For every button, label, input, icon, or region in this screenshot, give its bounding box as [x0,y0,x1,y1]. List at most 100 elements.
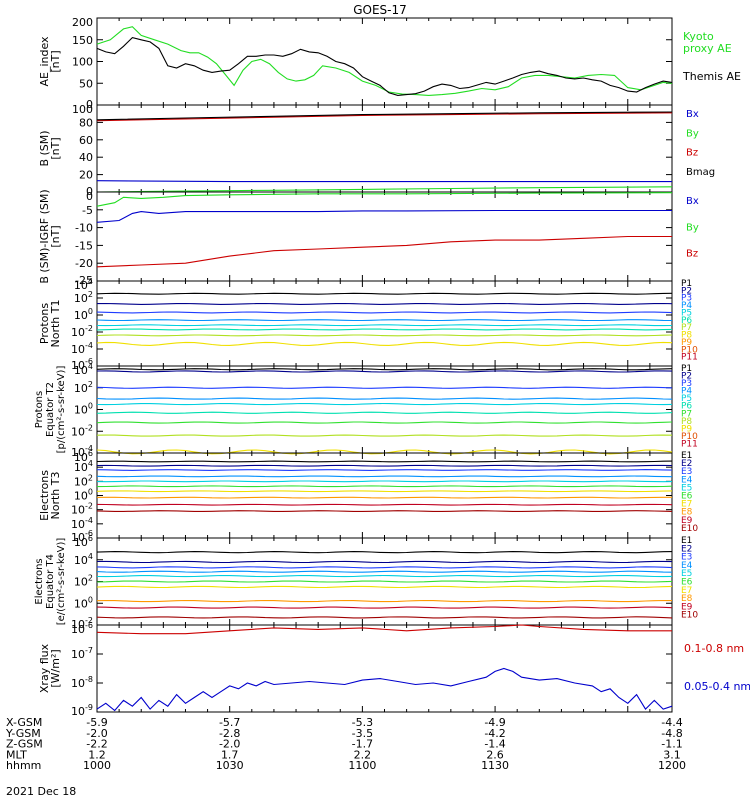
legend-p4: P4 [681,387,692,397]
legend-0-05-0-4-nm: 0.05-0.4 nm [684,680,750,693]
legend-bmag: Bmag [686,167,715,178]
legend-e7: E7 [681,586,692,596]
legend-p7: P7 [681,409,692,419]
legend-p5: P5 [681,308,692,318]
series-line-0-1-0-8-nm [96,624,672,635]
orbit-row-label: Z-GSM [6,738,43,751]
series-line-bz [96,112,673,122]
legend-0-1-0-8-nm: 0.1-0.8 nm [684,642,744,655]
y-tick-label: 10-8 [71,675,93,690]
plot-title: GOES-17 [353,3,407,17]
orbit-row-label: MLT [6,748,27,761]
series-line-p6 [96,411,673,414]
orbit-value: -4.9 [484,716,505,729]
panel-frame [96,624,673,713]
y-tick-label: 10-6 [71,621,93,636]
panel-8: 10-9 10-8 10-7 10-6 Xray flux[W/m²] 0.1-0.8 n… [38,621,750,718]
series-line-p1 [96,368,673,371]
series-line-e8 [96,496,672,499]
legend-e8: E8 [681,594,693,604]
y-axis-label: ProtonsNorth T1 [38,300,62,348]
y-tick-label: 10-4 [71,341,93,356]
orbit-value: 3.1 [663,748,681,761]
series-line-e4 [96,475,673,478]
y-tick-label: 106 [74,534,93,549]
orbit-value: 1000 [83,759,111,772]
y-tick-label: 10-2 [71,502,93,517]
legend-e2: E2 [681,459,692,469]
series-line-e2 [96,464,673,467]
legend-e1: E1 [681,451,692,461]
legend-e7: E7 [681,500,692,510]
legend-bx: Bx [686,109,699,120]
orbit-value: -1.7 [352,738,373,751]
orbit-value: -1.4 [484,738,505,751]
y-tick-label: 10-4 [71,516,93,531]
series-line-e5 [96,480,673,483]
legend-bx: Bx [686,196,699,207]
y-tick-label: 50 [79,77,93,90]
orbit-value: 2.6 [486,748,504,761]
y-tick-label: 104 [74,552,93,567]
y-axis-label: B (SM)-IGRF (SM)[nT] [38,189,62,283]
y-tick-label: 104 [74,277,93,292]
series-line-p5 [96,324,673,327]
y-tick-label: 100 [74,488,93,503]
series-line-e7 [96,490,673,493]
orbit-value: 1100 [348,759,376,772]
panel-frame [96,365,673,454]
series-line-p5 [96,402,673,406]
y-axis-label: Xray flux[W/m²] [38,643,62,693]
y-tick-label: 100 [74,307,93,322]
legend-p5: P5 [681,394,692,404]
series-line-bz [96,235,672,268]
y-tick-label: 10-6 [71,357,93,372]
series-line-e6 [96,485,673,488]
y-tick-label: 10-2 [71,423,93,438]
legend-e4: E4 [681,475,693,485]
orbit-table: X-GSMY-GSMZ-GSMMLThhmm-5.9-2.0-2.21.2100… [5,716,686,772]
series-line-e8 [96,599,673,603]
series-line-p8 [96,434,673,437]
series-line-e2 [96,560,673,564]
legend-e3: E3 [681,467,692,477]
series-line-bx [96,209,672,223]
panel-frame [96,17,673,106]
y-tick-label: 106 [74,449,93,464]
series-line-e1 [96,551,673,554]
y-tick-label: 60 [79,134,93,147]
orbit-value: -5.7 [219,716,240,729]
legend-p9: P9 [681,338,692,348]
y-tick-label: 40 [79,151,93,164]
series-line-p2 [96,302,673,305]
y-axis-label: B (SM)[nT] [38,130,62,166]
y-tick-label: 0 [86,190,93,203]
panel-3: -25 -20 -15 -10 -50 B (SM)-IGRF (SM)[nT] Bx By B… [38,189,699,287]
y-tick-label: 200 [72,16,93,29]
legend-e6: E6 [681,492,693,502]
series-line-themis-ae [96,36,673,96]
series-line-bx [96,180,672,183]
legend-e6: E6 [681,578,693,588]
legend-p10: P10 [681,432,698,442]
y-tick-label: 10-2 [71,324,93,339]
series-line-p2 [96,370,673,373]
orbit-value: -3.5 [352,727,373,740]
y-tick-label: 10-4 [71,444,93,459]
y-tick-label: 104 [74,362,93,377]
legend-p10: P10 [681,345,698,355]
series-line-by [96,192,673,207]
y-tick-label: -25 [75,274,93,287]
legend-e4: E4 [681,561,693,571]
legend-e8: E8 [681,508,693,518]
y-tick-label: 80 [79,116,93,129]
panel-5: 10-4 10-2 100 102 104 ProtonsEquator T2[p/(cm… [34,362,698,459]
y-tick-label: 0 [86,185,93,198]
legend-p2: P2 [681,286,692,296]
legend-e9: E9 [681,516,693,526]
series-line-e1 [96,460,673,463]
orbit-value: -2.8 [219,727,240,740]
series-line-e9 [96,606,673,609]
